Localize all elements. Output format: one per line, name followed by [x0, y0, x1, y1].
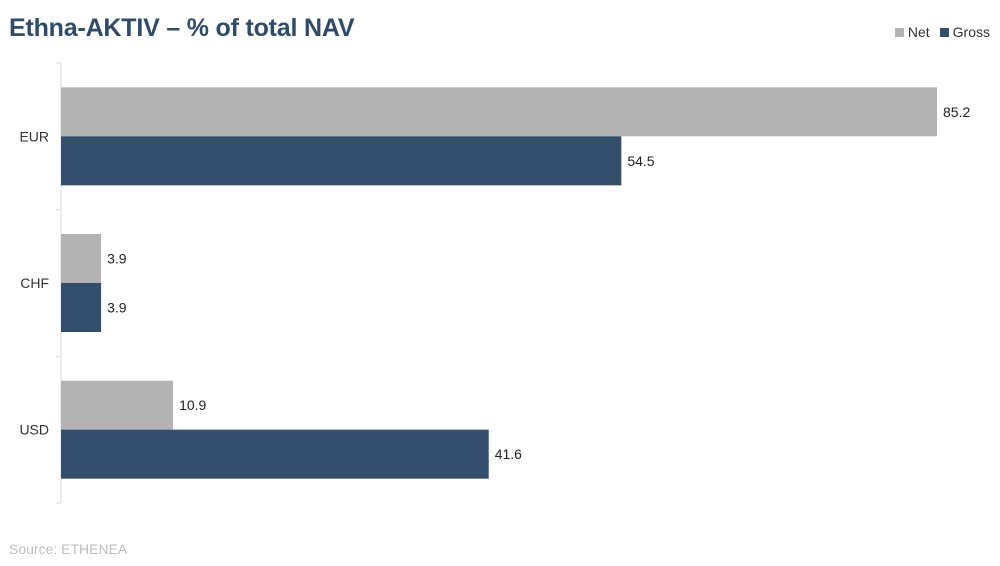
chart-legend: Net Gross — [894, 24, 990, 40]
legend-item-gross: Gross — [939, 24, 990, 40]
category-label-eur: EUR — [19, 128, 49, 144]
bar-gross-usd — [61, 429, 489, 479]
data-label-gross-eur: 54.5 — [627, 153, 654, 169]
bar-gross-eur — [61, 136, 622, 186]
data-label-net-usd: 10.9 — [179, 397, 206, 413]
source-note: Source: ETHENEA — [9, 541, 128, 557]
category-label-chf: CHF — [20, 275, 49, 291]
bar-gross-chf — [61, 283, 102, 332]
data-label-gross-chf: 3.9 — [107, 300, 127, 316]
legend-item-net: Net — [894, 24, 930, 40]
data-label-net-eur: 85.2 — [943, 104, 970, 120]
legend-label-gross: Gross — [952, 24, 990, 40]
bar-net-usd — [61, 380, 174, 430]
chart-title: Ethna-AKTIV – % of total NAV — [9, 14, 355, 42]
legend-swatch-net — [894, 27, 904, 37]
legend-label-net: Net — [907, 24, 930, 40]
legend-swatch-gross — [939, 27, 949, 37]
bar-net-eur — [61, 87, 937, 137]
data-label-gross-usd: 41.6 — [495, 446, 522, 462]
bar-net-chf — [61, 234, 102, 283]
category-label-usd: USD — [19, 422, 49, 438]
data-label-net-chf: 3.9 — [107, 251, 127, 267]
